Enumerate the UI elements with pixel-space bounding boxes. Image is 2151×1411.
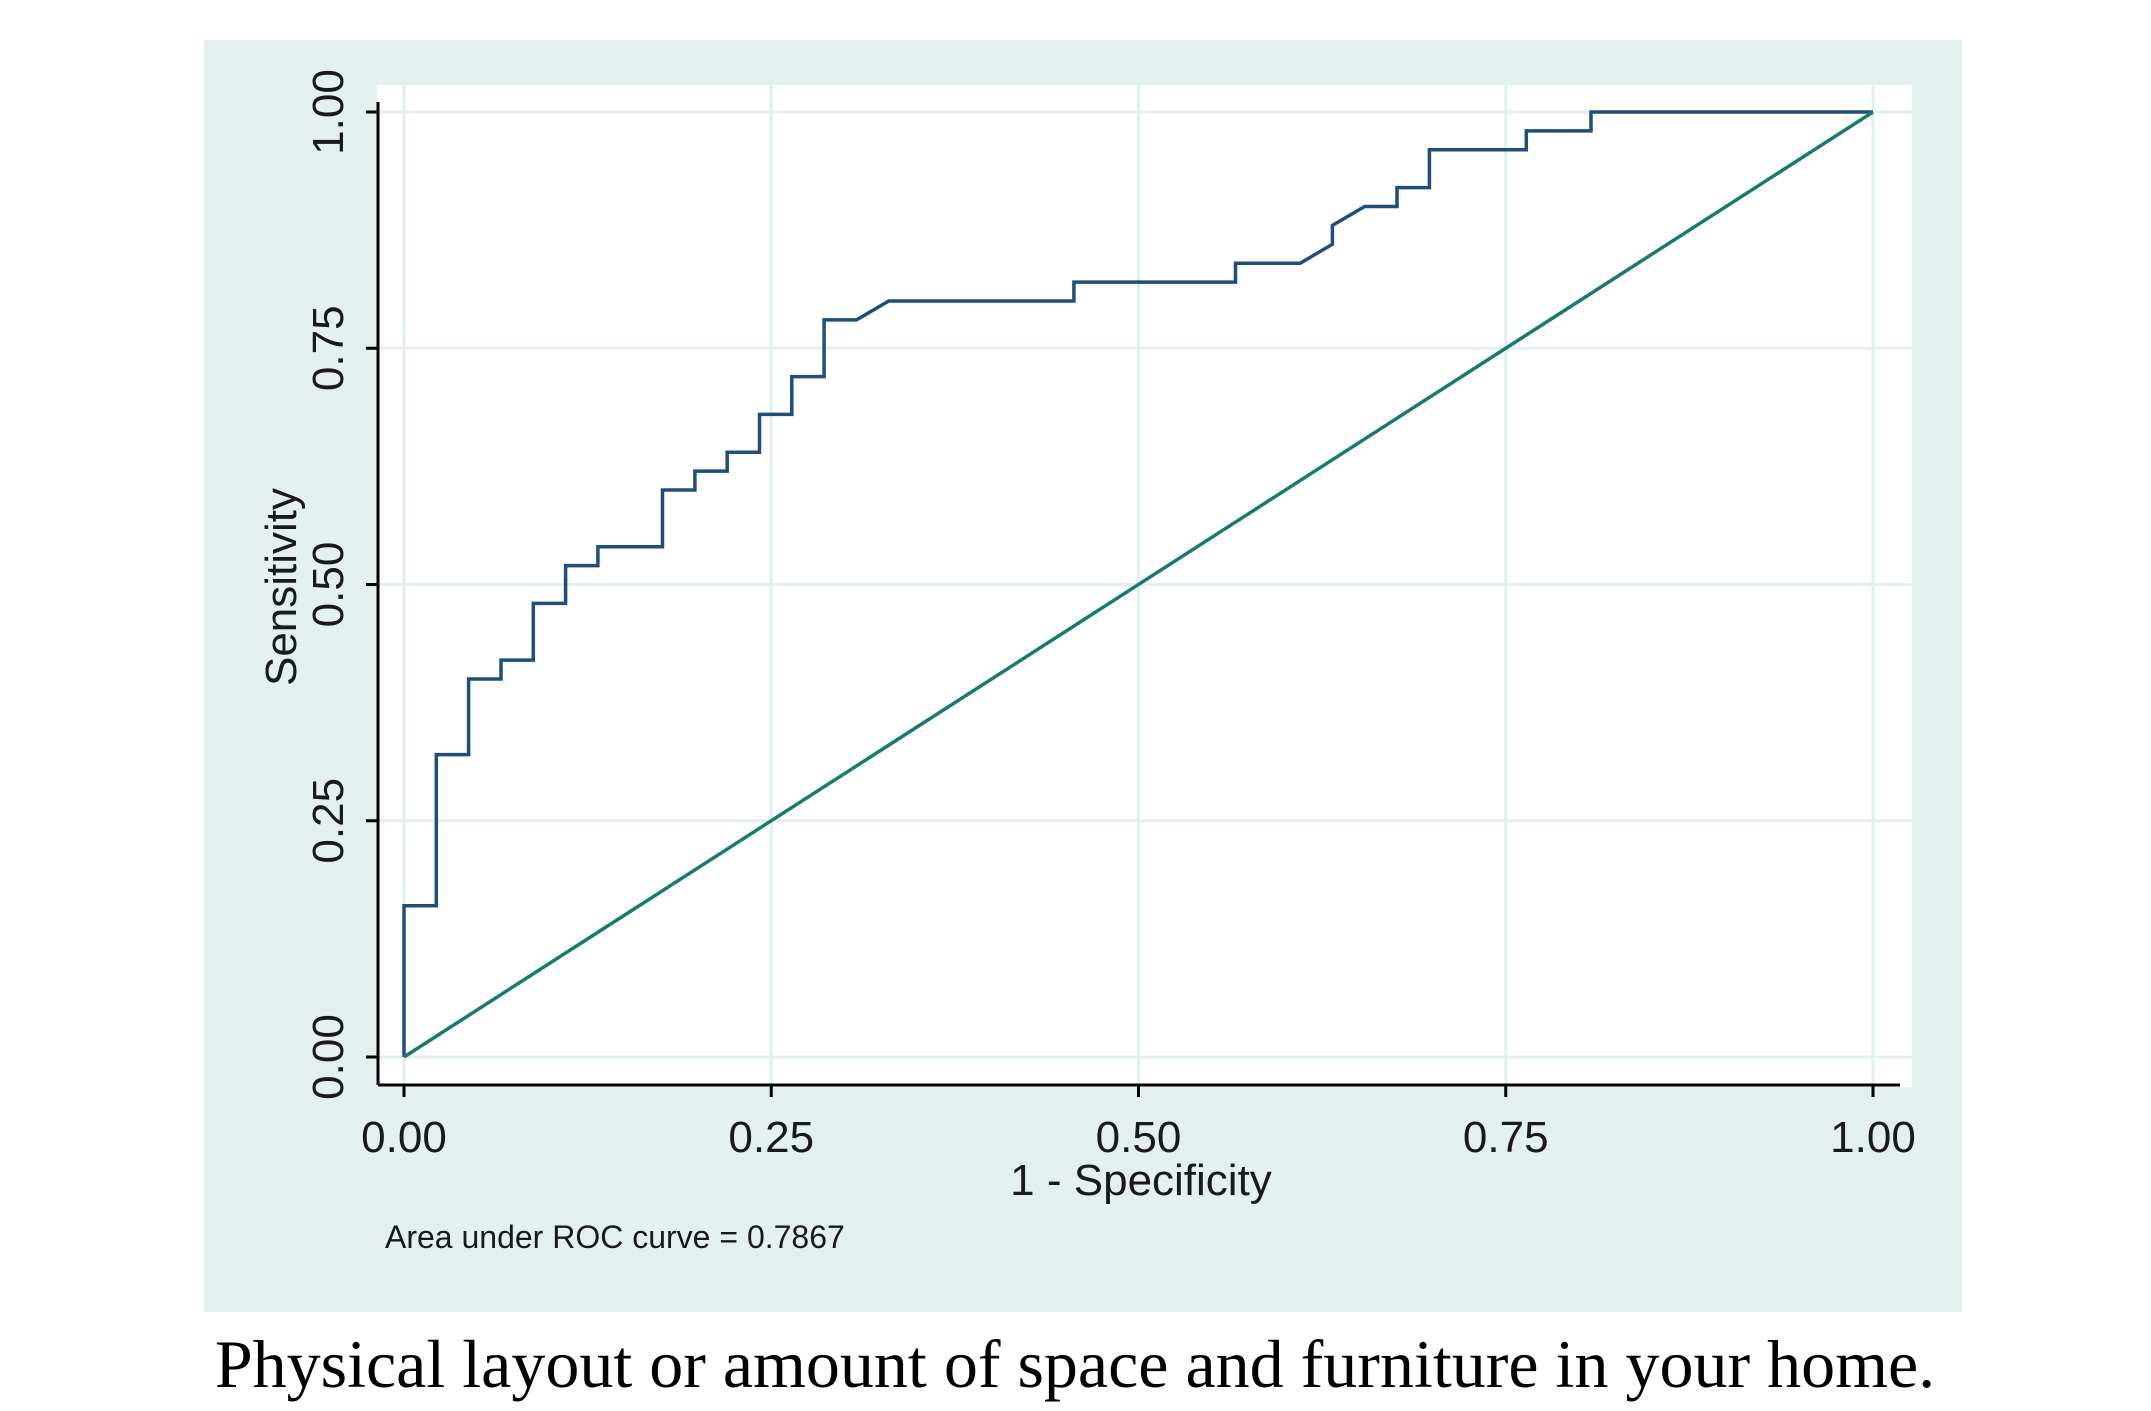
y-tick-label-4: 1.00 xyxy=(304,69,353,155)
auc-note: Area under ROC curve = 0.7867 xyxy=(385,1219,845,1255)
y-axis-title: Sensitivity xyxy=(257,488,306,686)
x-tick-label-3: 0.75 xyxy=(1463,1113,1549,1162)
x-tick-label-0: 0.00 xyxy=(361,1113,447,1162)
reference-diagonal-line xyxy=(403,110,1874,1059)
x-tick-label-2: 0.50 xyxy=(1096,1113,1182,1162)
x-tick-label-4: 1.00 xyxy=(1830,1113,1916,1162)
y-tick-label-2: 0.50 xyxy=(304,542,353,628)
x-tick-label-1: 0.25 xyxy=(728,1113,814,1162)
x-axis-title: 1 - Specificity xyxy=(1010,1156,1272,1205)
series-layer xyxy=(402,110,1874,1059)
figure-caption: Physical layout or amount of space and f… xyxy=(215,1326,1935,1402)
tick-labels: 0.00 0.25 0.50 0.75 1.00 0.00 0.25 0.50 0.75 1.00 xyxy=(304,69,1916,1162)
grid-lines xyxy=(378,85,1912,1085)
y-tick-label-3: 0.75 xyxy=(304,305,353,391)
axes xyxy=(366,102,1900,1097)
roc-curve-line xyxy=(402,110,1873,1057)
y-tick-label-1: 0.25 xyxy=(304,778,353,864)
y-tick-label-0: 0.00 xyxy=(304,1014,353,1100)
